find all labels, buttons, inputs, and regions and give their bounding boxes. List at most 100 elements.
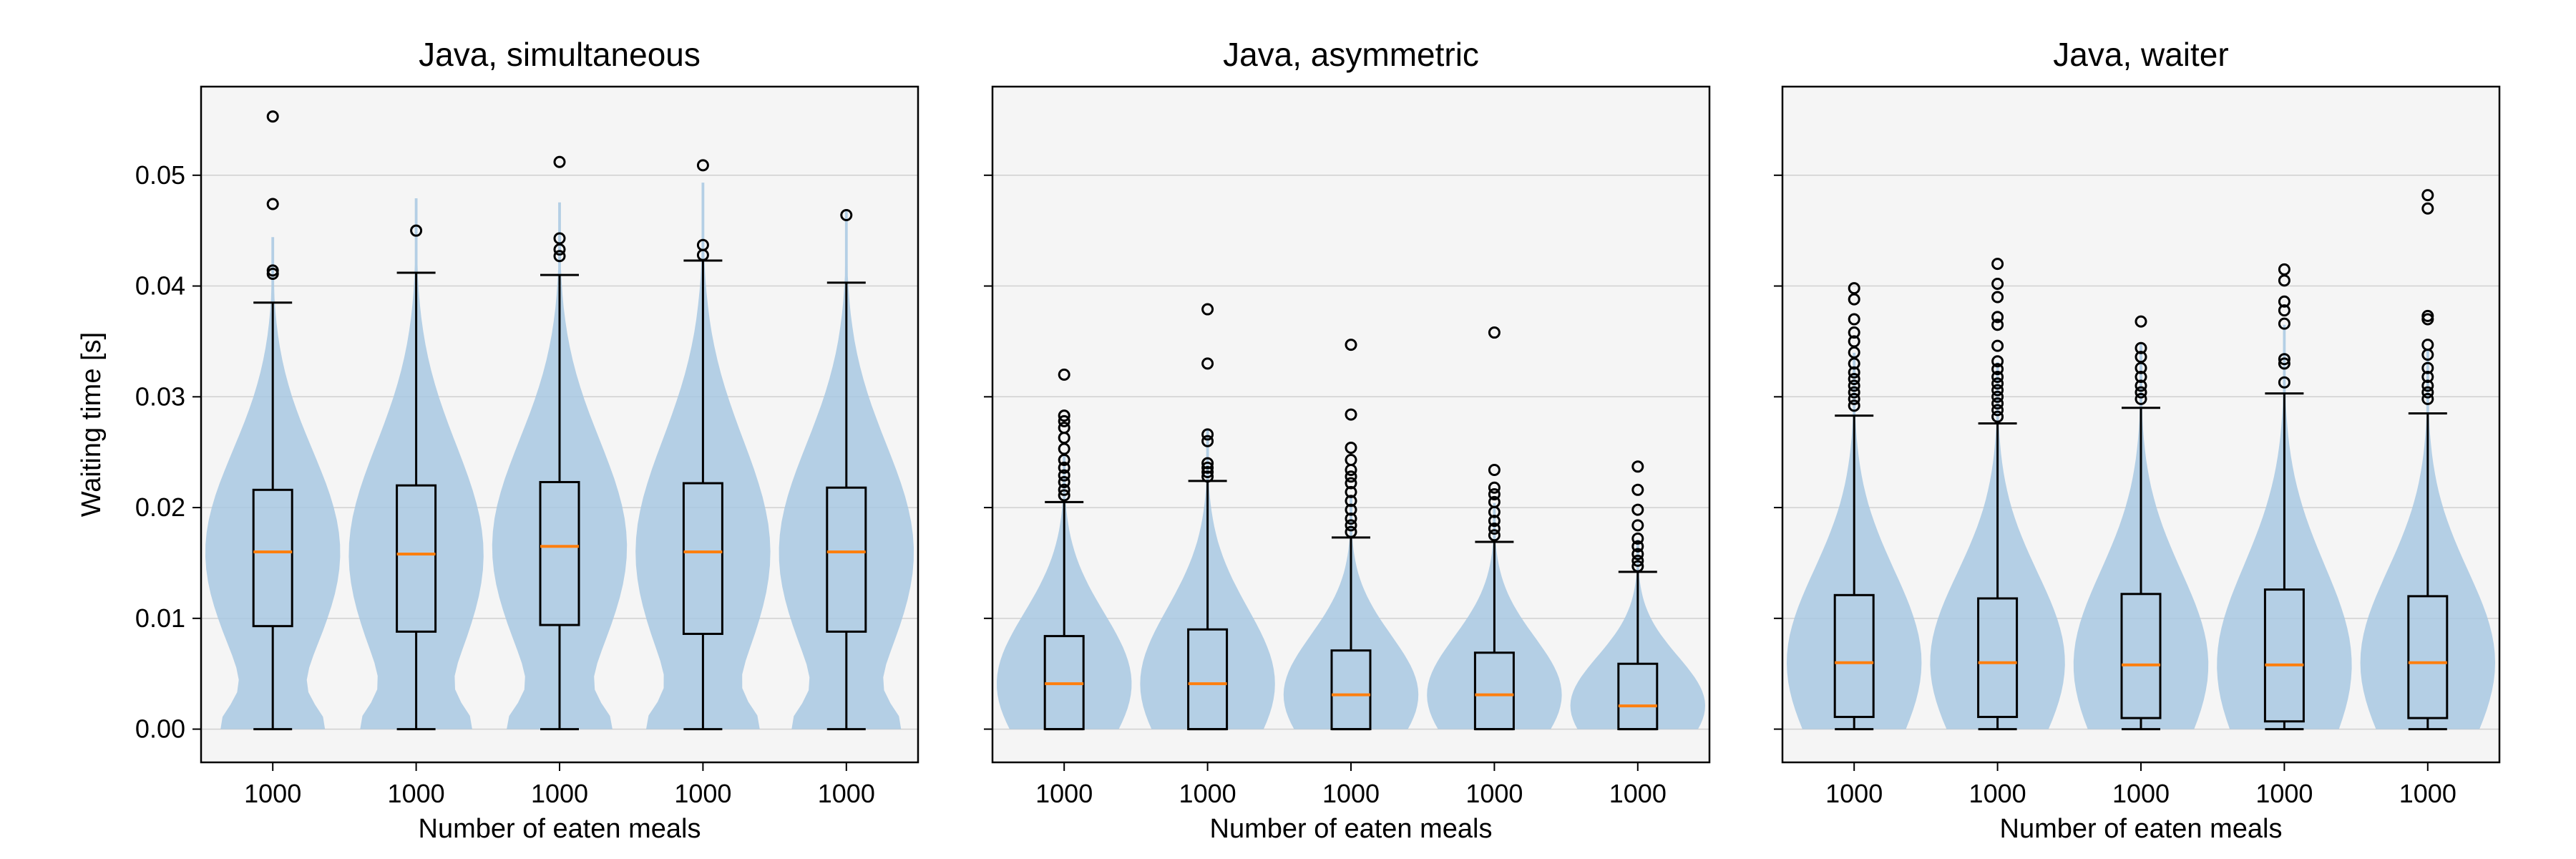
axes-frame (991, 85, 1711, 764)
outlier-point (1488, 481, 1501, 494)
outlier-point (1058, 409, 1070, 422)
iqr-box (1833, 593, 1875, 719)
outlier-point (1848, 373, 1860, 386)
outlier-point (1991, 291, 2004, 304)
x-axis-label: Number of eaten meals (419, 814, 701, 844)
outlier-point (1345, 503, 1357, 516)
x-tick-label: 1000 (1969, 779, 2026, 808)
outlier-point (2278, 376, 2290, 389)
outlier-point (1058, 454, 1070, 467)
outlier-point (1848, 386, 1860, 399)
outlier-point (2421, 189, 2434, 202)
panel-title: Java, asymmetric (1223, 36, 1479, 73)
panel-title: Java, simultaneous (419, 36, 701, 73)
iqr-box (2263, 588, 2305, 723)
outlier-point (1991, 397, 2004, 410)
outlier-point (1848, 379, 1860, 392)
outlier-point (2421, 361, 2434, 374)
outlier-point (2421, 349, 2434, 361)
outlier-point (840, 209, 853, 222)
x-tick-label: 1000 (674, 779, 731, 808)
violin-group (779, 209, 914, 731)
violin-group (492, 155, 628, 731)
iqr-box (539, 480, 580, 626)
violin-group (1930, 258, 2065, 731)
iqr-box (1977, 597, 2019, 719)
panel-title: Java, waiter (2053, 36, 2228, 73)
iqr-box (1473, 651, 1515, 731)
chart-panel-3: 1000 1000 1000 1000 1000 Java, waiter Number o… (1774, 36, 2501, 844)
axes-frame (1781, 85, 2501, 764)
outlier-point (1991, 319, 2004, 331)
outlier-point (2278, 357, 2290, 370)
outlier-point (1991, 410, 2004, 423)
outlier-point (2421, 379, 2434, 392)
outlier-point (2135, 315, 2147, 328)
outlier-point (1848, 399, 1860, 412)
x-tick-label: 1000 (818, 779, 875, 808)
violin-group (635, 159, 771, 731)
iqr-box (1330, 649, 1372, 731)
outlier-point (2135, 392, 2147, 405)
outlier-point (1848, 293, 1860, 306)
outlier-point (1345, 513, 1357, 525)
outlier-point (1631, 540, 1644, 553)
iqr-box (252, 488, 293, 628)
x-tick-label: 1000 (2255, 779, 2313, 808)
outlier-point (1488, 505, 1501, 518)
outlier-point (2135, 361, 2147, 374)
outlier-point (1058, 461, 1070, 474)
violin-group (2073, 315, 2209, 731)
outlier-point (1345, 463, 1357, 476)
outlier-point (1848, 366, 1860, 379)
outlier-point (1631, 554, 1644, 567)
iqr-box (682, 482, 723, 635)
violin-group (1283, 339, 1419, 731)
x-tick-label: 1000 (1825, 779, 1883, 808)
outlier-point (1631, 483, 1644, 496)
outlier-point (1345, 485, 1357, 498)
x-tick-label: 1000 (531, 779, 588, 808)
outlier-point (1345, 495, 1357, 508)
x-tick-label: 1000 (2112, 779, 2170, 808)
iqr-box (826, 486, 867, 633)
outlier-point (553, 155, 566, 168)
y-tick-label: 0.03 (135, 382, 185, 411)
outlier-point (1991, 384, 2004, 397)
iqr-box (2407, 595, 2449, 719)
violin-group (1570, 460, 1705, 731)
y-tick-label: 0.01 (135, 603, 185, 633)
outlier-point (1201, 470, 1214, 483)
outlier-point (2421, 386, 2434, 399)
violin-group (2217, 263, 2352, 731)
x-axis-label: Number of eaten meals (1210, 814, 1493, 844)
iqr-box (1617, 662, 1659, 731)
outlier-point (266, 268, 279, 281)
chart-panel-2: 1000 1000 1000 1000 1000 Java, asymmetric Numb… (984, 36, 1711, 844)
outlier-point (696, 159, 709, 172)
outlier-point (1488, 515, 1501, 528)
outlier-point (266, 198, 279, 210)
outlier-point (1201, 457, 1214, 470)
outlier-point (2421, 370, 2434, 383)
outlier-point (2278, 295, 2290, 308)
outlier-point (1631, 460, 1644, 473)
outlier-point (1848, 357, 1860, 370)
outlier-point (1058, 475, 1070, 488)
outlier-point (1991, 339, 2004, 352)
outlier-point (1991, 355, 2004, 368)
outlier-point (1991, 311, 2004, 324)
outlier-point (1631, 560, 1644, 573)
y-tick-label: 0.00 (135, 714, 185, 744)
x-tick-label: 1000 (1035, 779, 1093, 808)
iqr-box (1187, 628, 1229, 731)
outlier-point (1201, 357, 1214, 370)
outlier-point (1991, 404, 2004, 417)
outlier-point (1345, 525, 1357, 538)
outlier-point (1345, 519, 1357, 532)
outlier-point (1201, 466, 1214, 479)
violin-group (1427, 326, 1562, 731)
violin-group (205, 110, 341, 731)
outlier-point (2421, 202, 2434, 215)
